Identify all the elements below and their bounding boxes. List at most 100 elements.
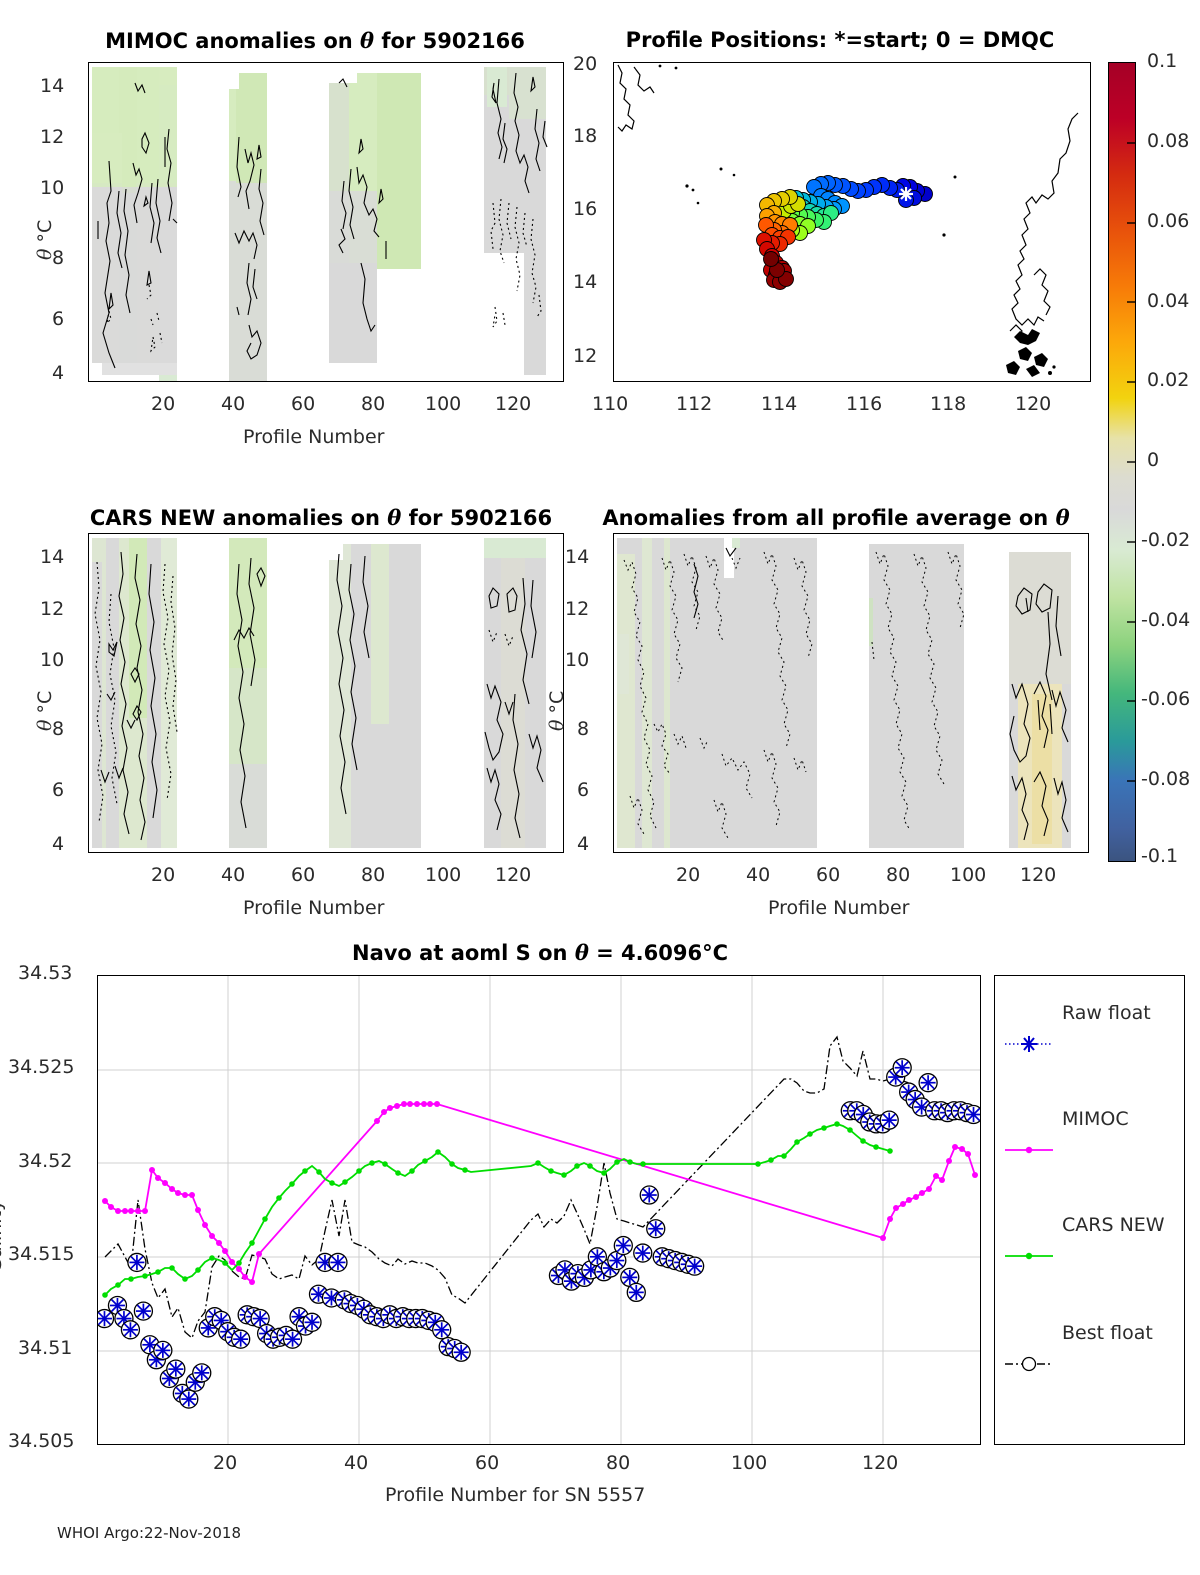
legend-carsnew-symbol xyxy=(1005,1252,1053,1260)
panel4-xlabel: Profile Number xyxy=(768,897,910,919)
carsnew-dots xyxy=(102,1121,893,1298)
panel3-xlabel: Profile Number xyxy=(243,897,385,919)
bottom-title-post: = 4.6096°C xyxy=(588,941,728,965)
panel3-plot-area xyxy=(88,533,564,853)
bottom-title: Navo at aoml S on θ = 4.6096°C xyxy=(100,940,980,965)
panel2-xtick-112: 112 xyxy=(676,393,713,415)
panel3-xtick-20: 20 xyxy=(151,864,176,886)
colorbar-tick-3: 0.04 xyxy=(1147,290,1190,312)
bottom-ytick-34505: 34.505 xyxy=(8,1430,75,1452)
panel2-xtick-120: 120 xyxy=(1015,393,1052,415)
panel3-title: CARS NEW anomalies on θ for 5902166 xyxy=(66,505,576,530)
panel1-ylabel: θ °C xyxy=(34,219,56,260)
bottom-xtick-80: 80 xyxy=(606,1452,631,1474)
float-track-markers xyxy=(756,175,933,290)
bottom-title-theta: θ xyxy=(574,940,589,965)
panel3-ytick-4: 4 xyxy=(52,833,65,855)
panel4-ylabel: θ °C xyxy=(546,690,568,731)
panel1-xtick-20: 20 xyxy=(151,393,176,415)
legend-bestfloat-symbol xyxy=(1005,1356,1053,1372)
bottom-legend xyxy=(994,975,1185,1445)
panel3-ytick-10: 10 xyxy=(40,649,65,671)
bottom-xtick-120: 120 xyxy=(862,1452,899,1474)
panel4-xtick-60: 60 xyxy=(816,864,841,886)
panel2-xtick-116: 116 xyxy=(846,393,883,415)
panel4-xtick-100: 100 xyxy=(950,864,987,886)
panel1-title: MIMOC anomalies on θ for 5902166 xyxy=(55,28,575,53)
panel2-ytick-20: 20 xyxy=(573,53,598,75)
panel4-ytick-4: 4 xyxy=(577,833,590,855)
panel1-xlabel: Profile Number xyxy=(243,426,385,448)
panel1-xtick-40: 40 xyxy=(221,393,246,415)
bottom-title-pre: Navo at aoml S on xyxy=(352,941,575,965)
panel3-ytick-8: 8 xyxy=(52,718,65,740)
legend-label-mimoc: MIMOC xyxy=(1062,1108,1129,1130)
panel1-ytick-10: 10 xyxy=(40,177,65,199)
colorbar-tick-0: 0.1 xyxy=(1147,50,1178,72)
panel3-title-theta: θ xyxy=(387,505,402,530)
panel4-ytick-8: 8 xyxy=(577,718,590,740)
bottom-ytick-34515: 34.515 xyxy=(8,1243,75,1265)
bottom-ytick-34525: 34.525 xyxy=(8,1056,75,1078)
panel4-title: Anomalies from all profile average on θ xyxy=(576,505,1096,530)
colorbar-tick-10: -0.1 xyxy=(1141,845,1179,867)
grid-lines xyxy=(98,976,980,1444)
bottom-ytick-34530: 34.53 xyxy=(18,962,73,984)
start-marker-asterisk xyxy=(899,187,913,201)
bottom-ytick-34520: 34.52 xyxy=(18,1150,73,1172)
salinity-chart xyxy=(98,976,980,1444)
map-svg xyxy=(617,64,1079,377)
carsnew-line xyxy=(102,1121,893,1298)
colorbar-tick-7: -0.04 xyxy=(1141,609,1191,631)
panel1-xtick-60: 60 xyxy=(291,393,316,415)
colorbar-tick-5: 0 xyxy=(1147,449,1160,471)
panel4-title-pre: Anomalies from all profile average on xyxy=(602,506,1056,530)
bottom-xtick-60: 60 xyxy=(475,1452,500,1474)
bottom-plot-area xyxy=(97,975,981,1445)
panel2-ytick-18: 18 xyxy=(573,125,598,147)
panel4-xtick-80: 80 xyxy=(886,864,911,886)
panel4-ytick-14: 14 xyxy=(565,546,590,568)
panel3-title-pre: CARS NEW anomalies on xyxy=(89,506,388,530)
panel2-ytick-12: 12 xyxy=(573,345,598,367)
raw-float-markers xyxy=(98,1058,980,1409)
panel1-xtick-120: 120 xyxy=(495,393,532,415)
panel4-contour xyxy=(617,538,1071,848)
panel3-ytick-6: 6 xyxy=(52,779,65,801)
legend-label-cars-new: CARS NEW xyxy=(1062,1214,1165,1236)
panel3-ytick-12: 12 xyxy=(40,598,65,620)
panel1-ytick-4: 4 xyxy=(52,362,65,384)
colorbar-tick-4: 0.02 xyxy=(1147,369,1190,391)
colorbar-tick-1: 0.08 xyxy=(1147,130,1190,152)
panel4-xtick-120: 120 xyxy=(1020,864,1057,886)
panel1-ytick-12: 12 xyxy=(40,126,65,148)
legend-label-raw-float: Raw float xyxy=(1062,1002,1151,1024)
colorbar-tick-2: 0.06 xyxy=(1147,210,1190,232)
panel1-contour xyxy=(92,67,548,381)
panel4-xtick-40: 40 xyxy=(746,864,771,886)
bottom-xtick-100: 100 xyxy=(731,1452,768,1474)
panel4-title-theta: θ xyxy=(1055,505,1070,530)
colorbar-tick-6: -0.02 xyxy=(1141,529,1191,551)
best-float-line xyxy=(104,1035,910,1340)
legend-mimoc-symbol xyxy=(1005,1146,1053,1154)
panel2-ytick-14: 14 xyxy=(573,271,598,293)
panel3-xtick-60: 60 xyxy=(291,864,316,886)
panel1-ytick-6: 6 xyxy=(52,308,65,330)
panel2-ytick-16: 16 xyxy=(573,198,598,220)
islands xyxy=(658,64,1056,377)
legend-symbols xyxy=(1005,1036,1053,1372)
panel1-title-pre: MIMOC anomalies on xyxy=(105,29,361,53)
panel3-xtick-80: 80 xyxy=(361,864,386,886)
bottom-ytick-34510: 34.51 xyxy=(18,1337,73,1359)
panel2-xtick-118: 118 xyxy=(930,393,967,415)
panel3-contour xyxy=(92,538,546,848)
panel2-map-area xyxy=(613,62,1091,382)
panel2-xtick-110: 110 xyxy=(592,393,629,415)
panel3-title-post: for 5902166 xyxy=(401,506,553,530)
panel4-ytick-6: 6 xyxy=(577,779,590,801)
panel4-ytick-12: 12 xyxy=(565,598,590,620)
panel3-xtick-100: 100 xyxy=(425,864,462,886)
panel4-ytick-10: 10 xyxy=(565,649,590,671)
